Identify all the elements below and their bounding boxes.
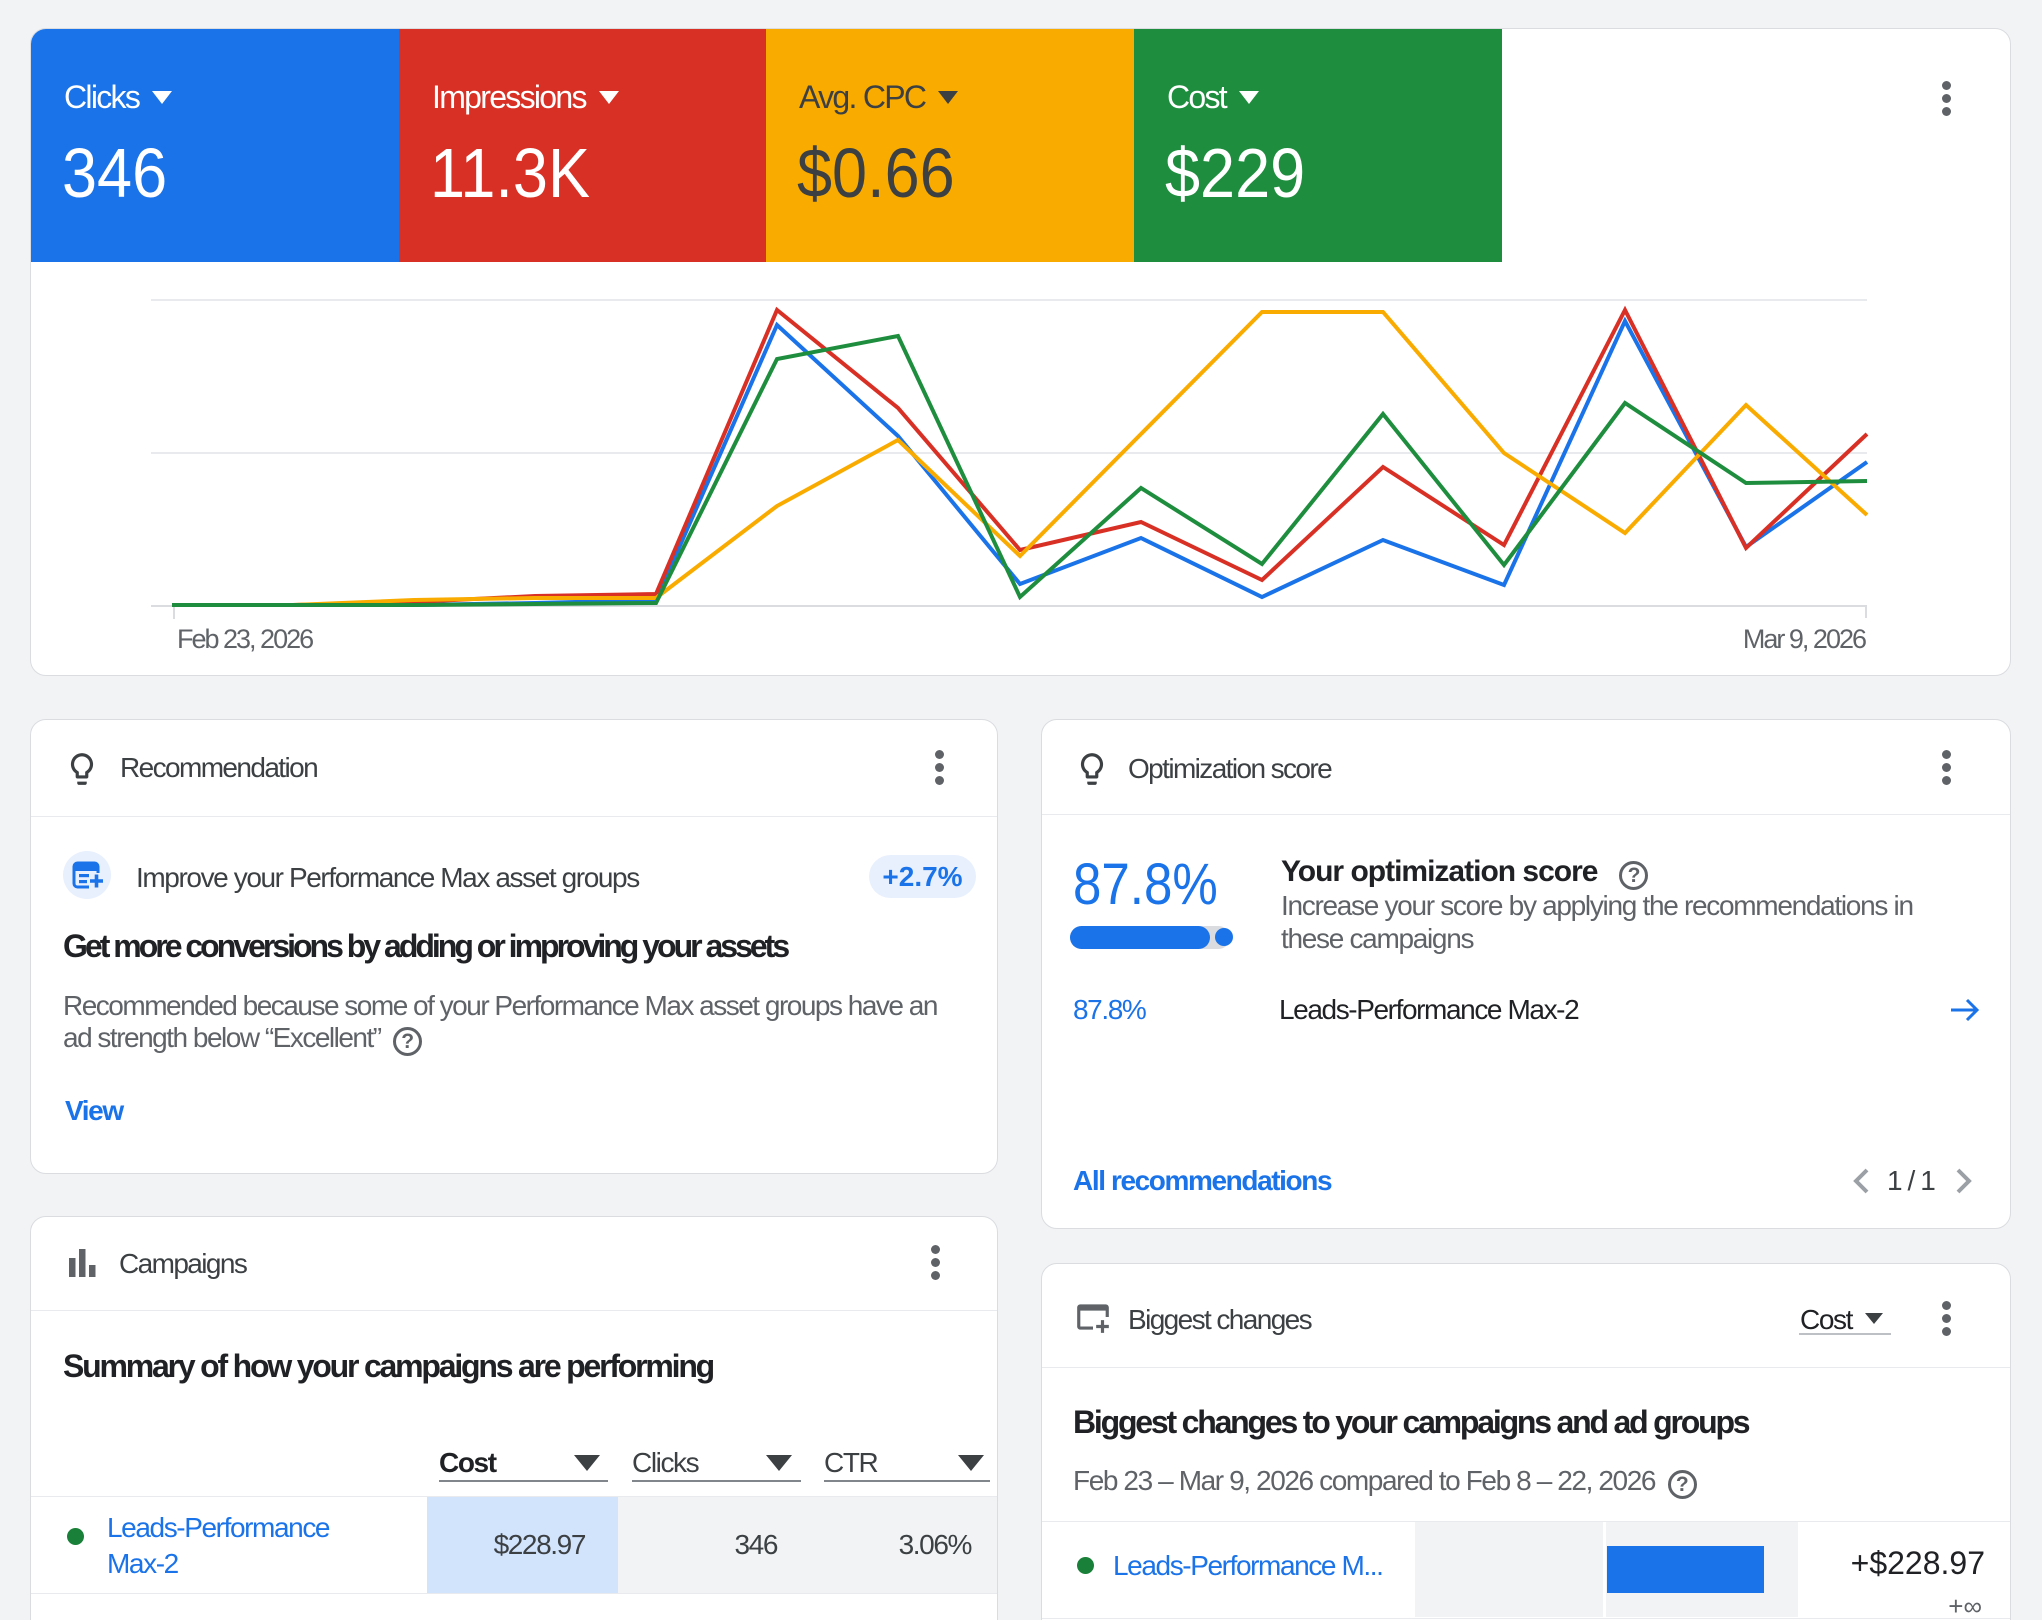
svg-text:Feb 23, 2026: Feb 23, 2026 [177, 624, 313, 654]
svg-text:Mar 9, 2026: Mar 9, 2026 [1743, 624, 1866, 654]
